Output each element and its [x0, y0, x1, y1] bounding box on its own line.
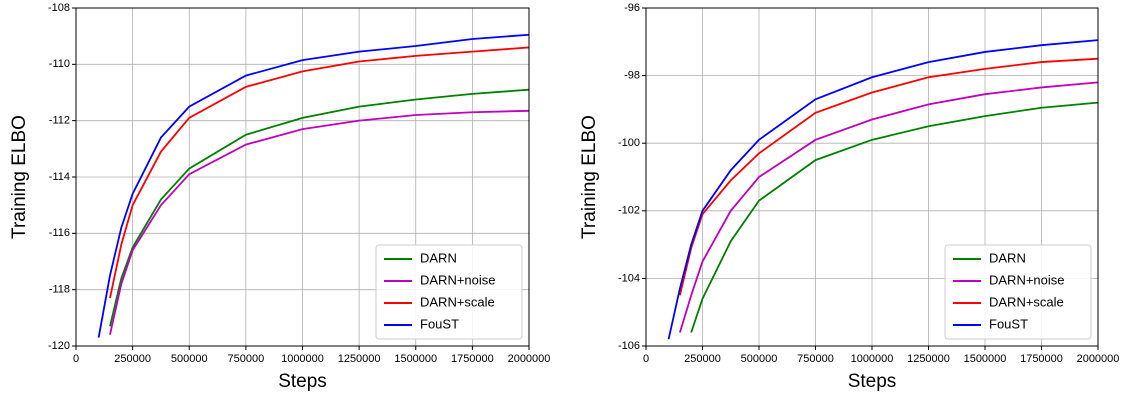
- y-tick-label: -112: [49, 115, 70, 127]
- y-tick-label: -102: [618, 205, 640, 217]
- legend-label: DARN+noise: [420, 272, 496, 287]
- y-tick-label: -100: [618, 137, 640, 149]
- x-tick-label: 500000: [171, 353, 208, 365]
- x-axis-label: Steps: [848, 371, 897, 392]
- y-tick-label: -96: [624, 2, 640, 14]
- y-tick-label: -110: [49, 58, 70, 70]
- x-tick-label: 1500000: [964, 353, 1007, 365]
- y-tick-label: -118: [49, 284, 70, 296]
- series-line: [679, 81, 1098, 333]
- legend-label: FouST: [989, 316, 1028, 331]
- y-tick-label: -104: [618, 272, 640, 284]
- series-line: [679, 57, 1098, 296]
- x-tick-label: 1000000: [281, 353, 324, 365]
- x-tick-label: 1250000: [907, 353, 950, 365]
- legend-label: DARN+noise: [989, 272, 1065, 287]
- x-axis-label: Steps: [278, 371, 327, 392]
- chart: -120 -118 -116 -114 -112 -110 -108 0 250000 50000…: [9, 2, 550, 392]
- series-line: [109, 88, 529, 327]
- series-line: [690, 101, 1098, 333]
- x-tick-label: 1250000: [338, 353, 381, 365]
- legend: DARN DARN+noise DARN+scale FouST: [944, 244, 1092, 340]
- series-line: [109, 109, 529, 335]
- x-tick-label: 0: [73, 353, 79, 365]
- x-tick-label: 0: [643, 353, 649, 365]
- y-tick-label: -116: [49, 227, 70, 239]
- y-tick-label: -106: [618, 340, 640, 352]
- axes-frame: [75, 7, 530, 347]
- y-axis-label: Training ELBO: [9, 115, 30, 239]
- legend-label: DARN+scale: [420, 294, 495, 309]
- series-line: [109, 46, 529, 299]
- legend: DARN DARN+noise DARN+scale FouST: [375, 244, 523, 340]
- x-tick-label: 250000: [114, 353, 151, 365]
- y-tick-label: -114: [49, 171, 70, 183]
- x-tick-label: 250000: [684, 353, 721, 365]
- axes-frame: [645, 7, 1099, 347]
- x-tick-label: 2000000: [508, 353, 551, 365]
- x-tick-label: 1000000: [851, 353, 894, 365]
- x-tick-label: 750000: [797, 353, 834, 365]
- x-tick-label: 1750000: [1020, 353, 1063, 365]
- y-tick-label: -108: [48, 2, 70, 14]
- y-tick-label: -120: [48, 340, 70, 352]
- y-axis-label: Training ELBO: [579, 115, 600, 239]
- x-tick-label: 1750000: [451, 353, 494, 365]
- x-tick-label: 2000000: [1077, 353, 1120, 365]
- series-line: [667, 39, 1098, 340]
- legend-label: DARN: [420, 250, 457, 265]
- y-tick-label: -98: [624, 70, 640, 82]
- chart: -106 -104 -102 -100 -98 -96 0 250000 500000 75000…: [579, 2, 1119, 392]
- x-tick-label: 750000: [228, 353, 265, 365]
- x-tick-label: 500000: [741, 353, 778, 365]
- legend-box: [944, 244, 1092, 340]
- legend-box: [375, 244, 523, 340]
- legend-label: DARN: [989, 250, 1026, 265]
- legend-label: DARN+scale: [989, 294, 1064, 309]
- series-line: [97, 33, 529, 338]
- x-tick-label: 1500000: [394, 353, 437, 365]
- legend-label: FouST: [420, 316, 459, 331]
